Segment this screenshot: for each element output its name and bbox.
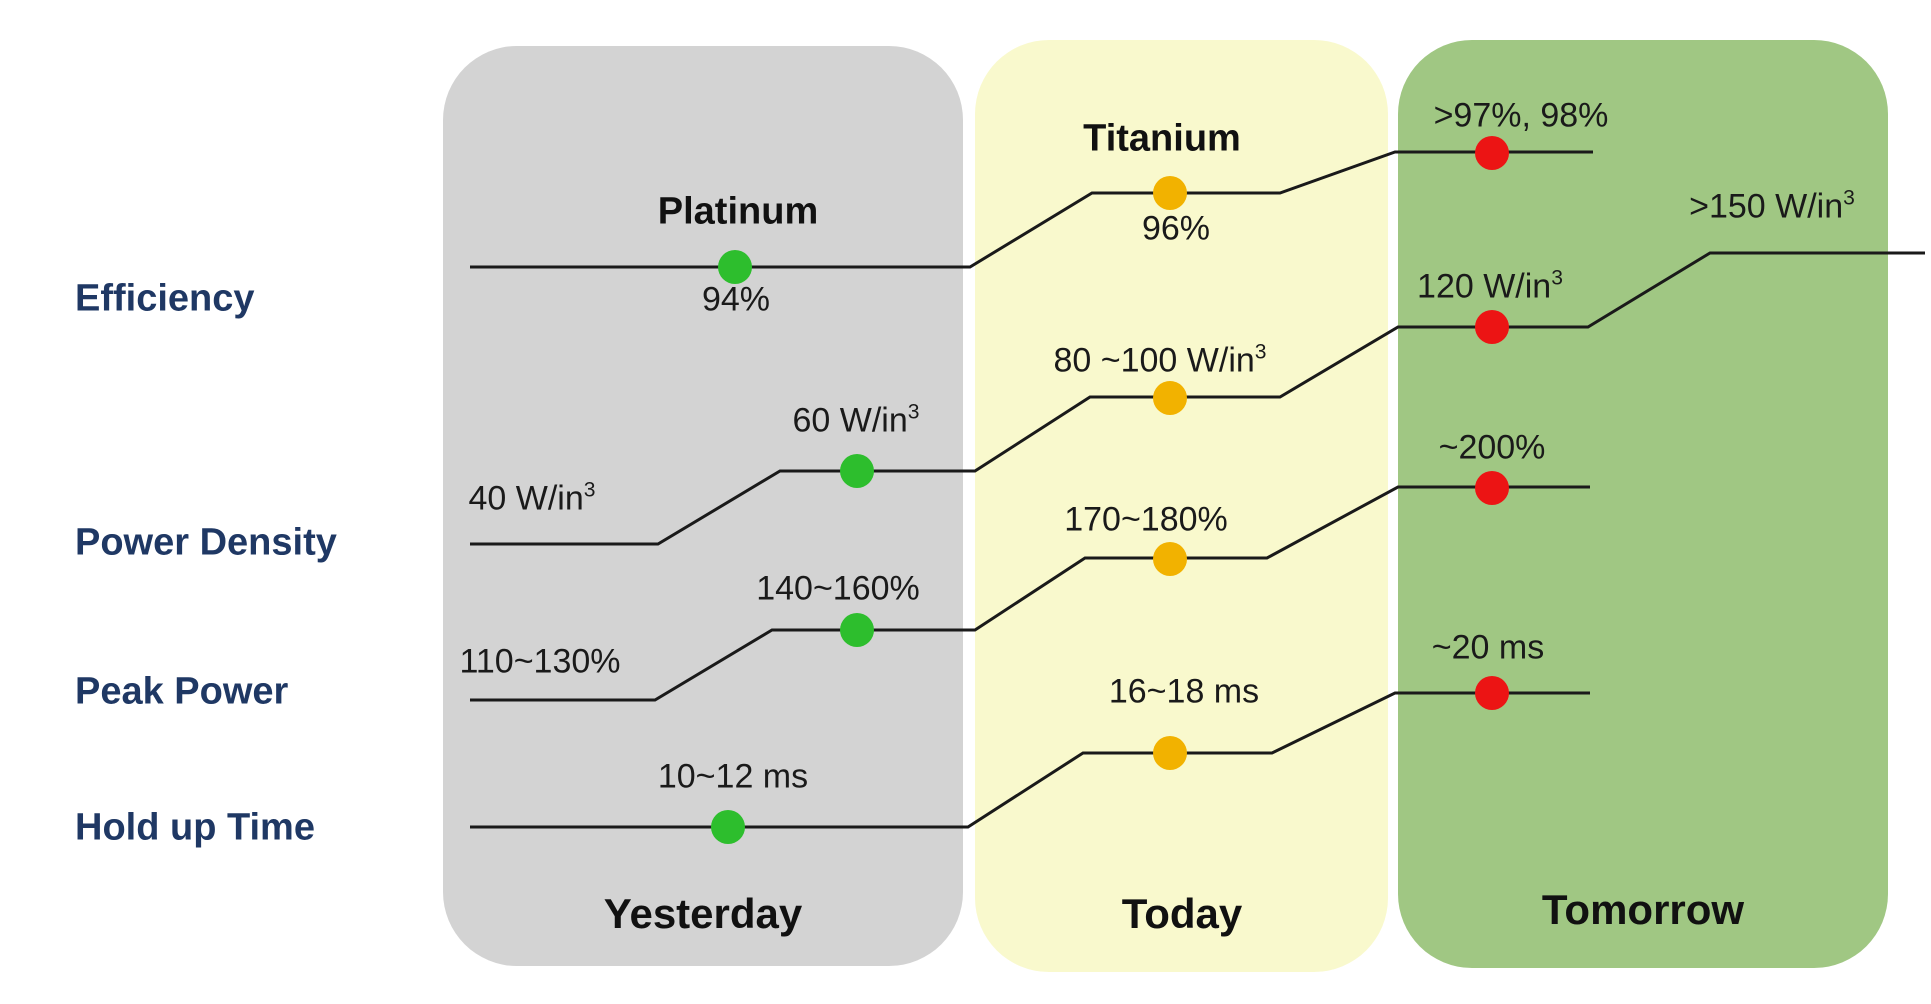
milestone-value-60w-sup: 3 [907, 400, 920, 424]
row-label-efficiency: Efficiency [75, 277, 255, 320]
milestone-value-200pct: ~200% [1438, 428, 1546, 467]
milestone-value-96pct: 96% [1141, 209, 1211, 248]
row-label-power-density: Power Density [75, 521, 337, 564]
milestone-value-140-160pct: 140~160% [756, 569, 920, 608]
milestone-value-97-98pct: >97%, 98% [1433, 96, 1609, 135]
milestone-name-titanium: Titanium [1083, 117, 1241, 160]
milestone-value-94pct: 94% [701, 280, 771, 319]
era-label-yesterday: Yesterday [603, 890, 803, 937]
milestone-value-60w-text: 60 W/in [792, 401, 908, 440]
milestone-value-80-100w: 80 ~100 W/in3 [1053, 340, 1267, 380]
row-label-peak-power: Peak Power [75, 670, 289, 713]
milestone-value-170-180pct: 170~180% [1064, 500, 1228, 539]
milestone-value-120w-sup: 3 [1551, 266, 1563, 290]
milestone-value-20ms: ~20 ms [1431, 628, 1545, 667]
milestone-value-80-100w-sup: 3 [1254, 340, 1267, 364]
milestone-value-40w-text: 40 W/in [468, 479, 584, 518]
era-label-today: Today [1121, 890, 1243, 937]
milestone-value-150w-sup: 3 [1843, 186, 1855, 210]
milestone-value-10-12ms: 10~12 ms [657, 757, 809, 796]
era-panel-tomorrow [1398, 40, 1888, 968]
milestone-value-40w: 40 W/in3 [468, 478, 596, 518]
milestone-value-40w-sup: 3 [583, 478, 596, 502]
era-label-tomorrow: Tomorrow [1541, 886, 1745, 933]
milestone-value-120w-text: 120 W/in [1417, 267, 1552, 306]
milestone-value-16-18ms: 16~18 ms [1108, 672, 1260, 711]
milestone-value-60w: 60 W/in3 [792, 400, 920, 440]
milestone-value-120w: 120 W/in3 [1417, 266, 1563, 306]
row-label-hold-up-time: Hold up Time [75, 806, 315, 849]
milestone-value-150w-text: >150 W/in [1689, 187, 1844, 226]
milestone-value-80-100w-text: 80 ~100 W/in [1053, 341, 1255, 380]
milestone-value-150w: >150 W/in3 [1689, 186, 1855, 226]
milestone-value-110-130pct: 110~130% [459, 642, 621, 681]
milestone-name-platinum: Platinum [657, 190, 819, 233]
